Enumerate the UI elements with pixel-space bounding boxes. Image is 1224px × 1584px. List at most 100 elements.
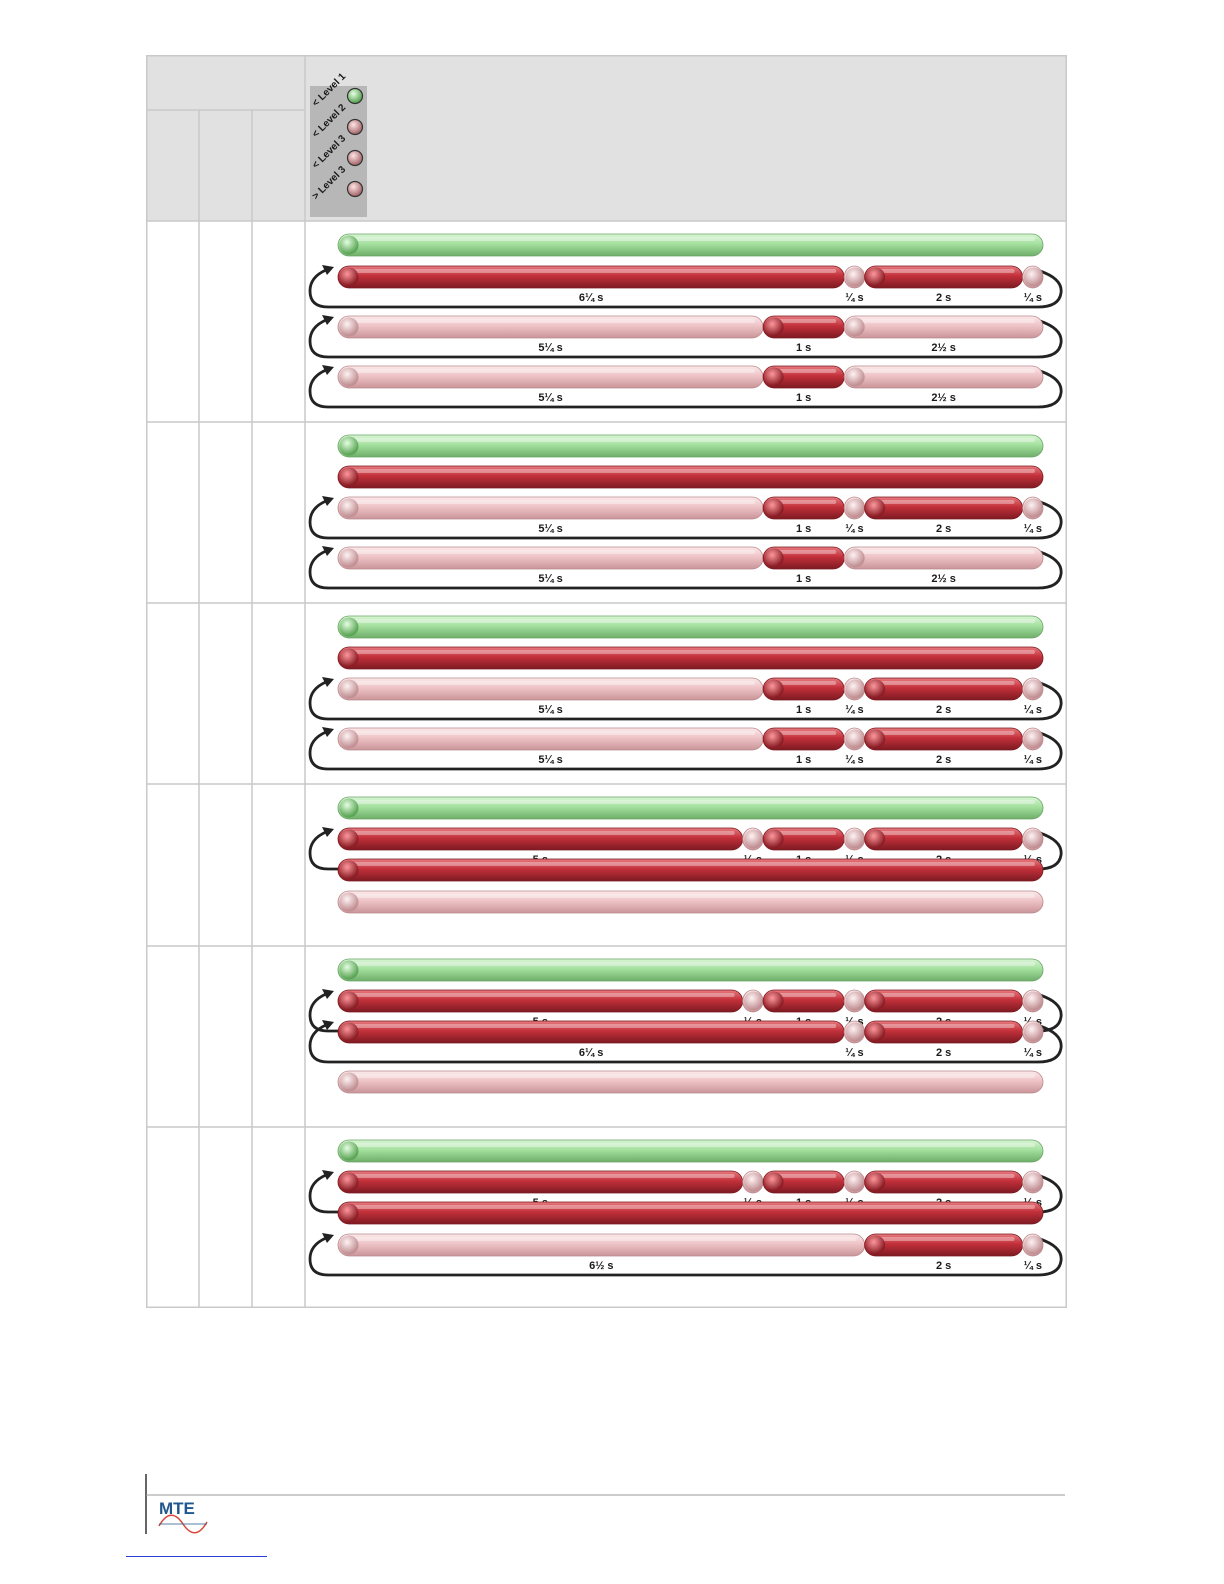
footer-link-underline bbox=[126, 1556, 267, 1557]
timing-track: 6¼ s ¼ s 2 s ¼ s bbox=[308, 265, 1063, 309]
duration-label: 5¼ s bbox=[538, 342, 562, 354]
loop-arrowhead-icon bbox=[322, 265, 334, 275]
timing-rows: 6¼ s ¼ s 2 s ¼ s 5¼ s 1 s 2½ s 5¼ s 1 s 2½ s 5¼ s 1… bbox=[308, 233, 1063, 1277]
timing-row: 5¼ s 1 s ¼ s 2 s ¼ s 5¼ s 1 s ¼ s 2 s ¼ s bbox=[308, 615, 1063, 771]
table-grid-lines bbox=[146, 55, 1067, 1308]
red-led-segment: 6¼ s bbox=[337, 1020, 845, 1059]
red-led-segment bbox=[337, 646, 1044, 670]
red-led-segment: 1 s bbox=[762, 727, 845, 766]
loop-arrowhead-icon bbox=[322, 827, 334, 837]
red-led-segment bbox=[337, 1201, 1044, 1225]
pink-led-segment: ¼ s bbox=[843, 727, 866, 766]
pink-led-segment: 5¼ s bbox=[337, 315, 764, 354]
red-led-segment: 1 s bbox=[762, 365, 845, 404]
duration-label: 5¼ s bbox=[538, 704, 562, 716]
pink-led-segment: ¼ s bbox=[843, 677, 866, 716]
timing-track bbox=[337, 796, 1044, 820]
timing-track bbox=[337, 1201, 1044, 1225]
pink-led-icon bbox=[346, 180, 364, 198]
red-led-segment: 2 s bbox=[864, 1233, 1023, 1272]
duration-label: 2 s bbox=[936, 1047, 951, 1059]
red-led-segment bbox=[337, 465, 1044, 489]
green-led-icon bbox=[346, 87, 364, 105]
red-led-segment: 2 s bbox=[864, 677, 1023, 716]
duration-label: 2½ s bbox=[931, 392, 955, 404]
timing-track bbox=[337, 646, 1044, 670]
loop-arrowhead-icon bbox=[322, 1020, 334, 1030]
green-led-segment bbox=[337, 796, 1044, 820]
loop-arrow bbox=[308, 499, 1063, 540]
duration-label: ¼ s bbox=[845, 1047, 863, 1059]
timing-row: 5 s¼ s1 s¼ s2 s¼ s6¼ s¼ s2 s¼ s bbox=[308, 958, 1063, 1094]
timing-track: 5¼ s 1 s 2½ s bbox=[308, 365, 1063, 409]
pink-led-icon bbox=[346, 118, 364, 136]
red-led-segment: 2 s bbox=[864, 496, 1023, 535]
duration-label: 2 s bbox=[936, 292, 951, 304]
loop-arrowhead-icon bbox=[322, 1233, 334, 1243]
red-led-segment: 6¼ s bbox=[337, 265, 845, 304]
pink-led-segment: ¼ s bbox=[1022, 677, 1044, 716]
duration-label: ¼ s bbox=[1024, 292, 1042, 304]
red-led-segment bbox=[337, 858, 1044, 882]
loop-arrow bbox=[308, 549, 1063, 590]
pink-led-segment: ¼ s bbox=[1022, 727, 1044, 766]
duration-label: 2½ s bbox=[931, 342, 955, 354]
pink-led-segment: ¼ s bbox=[1022, 1020, 1044, 1059]
duration-label: ¼ s bbox=[1024, 704, 1042, 716]
red-led-segment: 1 s bbox=[762, 677, 845, 716]
duration-label: ¼ s bbox=[1024, 754, 1042, 766]
duration-label: ¼ s bbox=[1024, 1260, 1042, 1272]
pink-led-segment: 2½ s bbox=[843, 546, 1044, 585]
loop-arrowhead-icon bbox=[322, 989, 334, 999]
duration-label: 2 s bbox=[936, 523, 951, 535]
red-led-segment: 1 s bbox=[762, 546, 845, 585]
pink-led-segment: 5¼ s bbox=[337, 727, 764, 766]
duration-label: 2½ s bbox=[931, 573, 955, 585]
duration-label: 1 s bbox=[796, 573, 811, 585]
green-led-segment bbox=[337, 958, 1044, 982]
duration-label: ¼ s bbox=[845, 704, 863, 716]
timing-track bbox=[337, 890, 1044, 914]
pink-led-segment: ¼ s bbox=[843, 1020, 866, 1059]
red-led-segment: 2 s bbox=[864, 1020, 1023, 1059]
green-led-segment bbox=[337, 615, 1044, 639]
duration-label: 1 s bbox=[796, 754, 811, 766]
pink-led-segment: 5¼ s bbox=[337, 496, 764, 535]
pink-led-segment: 5¼ s bbox=[337, 677, 764, 716]
green-led-segment bbox=[337, 1139, 1044, 1163]
duration-label: ¼ s bbox=[845, 523, 863, 535]
loop-arrow bbox=[308, 1236, 1063, 1277]
led-timing-table: < Level 1< Level 2< Level 3> Level 3 6¼ … bbox=[146, 55, 1067, 1308]
timing-track: 5¼ s 1 s 2½ s bbox=[308, 546, 1063, 590]
loop-arrowhead-icon bbox=[322, 365, 334, 375]
red-led-segment: 2 s bbox=[864, 265, 1023, 304]
mte-logo-text: MTE bbox=[159, 1499, 195, 1518]
pink-led-segment: ¼ s bbox=[843, 496, 866, 535]
timing-row: 5 s¼ s1 s¼ s2 s¼ s6½ s2 s¼ s bbox=[308, 1139, 1063, 1277]
led-legend-panel: < Level 1< Level 2< Level 3> Level 3 bbox=[310, 71, 367, 217]
footer-logo-area: MTE bbox=[145, 1474, 1067, 1541]
timing-track bbox=[337, 1139, 1044, 1163]
timing-track: 6¼ s ¼ s 2 s ¼ s bbox=[308, 1020, 1063, 1064]
loop-arrowhead-icon bbox=[322, 546, 334, 556]
pink-led-segment: 2½ s bbox=[843, 315, 1044, 354]
timing-track bbox=[337, 858, 1044, 882]
pink-led-segment: ¼ s bbox=[1022, 265, 1044, 304]
duration-label: 1 s bbox=[796, 342, 811, 354]
timing-track: 5¼ s 1 s ¼ s 2 s ¼ s bbox=[308, 496, 1063, 540]
duration-label: ¼ s bbox=[845, 292, 863, 304]
duration-label: 6¼ s bbox=[579, 1047, 603, 1059]
loop-arrowhead-icon bbox=[322, 727, 334, 737]
red-led-segment: 5 s bbox=[337, 1170, 744, 1209]
timing-track bbox=[337, 615, 1044, 639]
red-led-segment: 1 s bbox=[762, 315, 845, 354]
timing-track: 5¼ s 1 s ¼ s 2 s ¼ s bbox=[308, 677, 1063, 721]
pink-led-icon bbox=[346, 149, 364, 167]
loop-arrowhead-icon bbox=[322, 496, 334, 506]
green-led-segment bbox=[337, 233, 1044, 257]
duration-label: ¼ s bbox=[1024, 523, 1042, 535]
duration-label: 6½ s bbox=[589, 1260, 613, 1272]
loop-arrow bbox=[308, 318, 1063, 359]
loop-arrow bbox=[308, 368, 1063, 409]
red-led-segment: 1 s bbox=[762, 496, 845, 535]
